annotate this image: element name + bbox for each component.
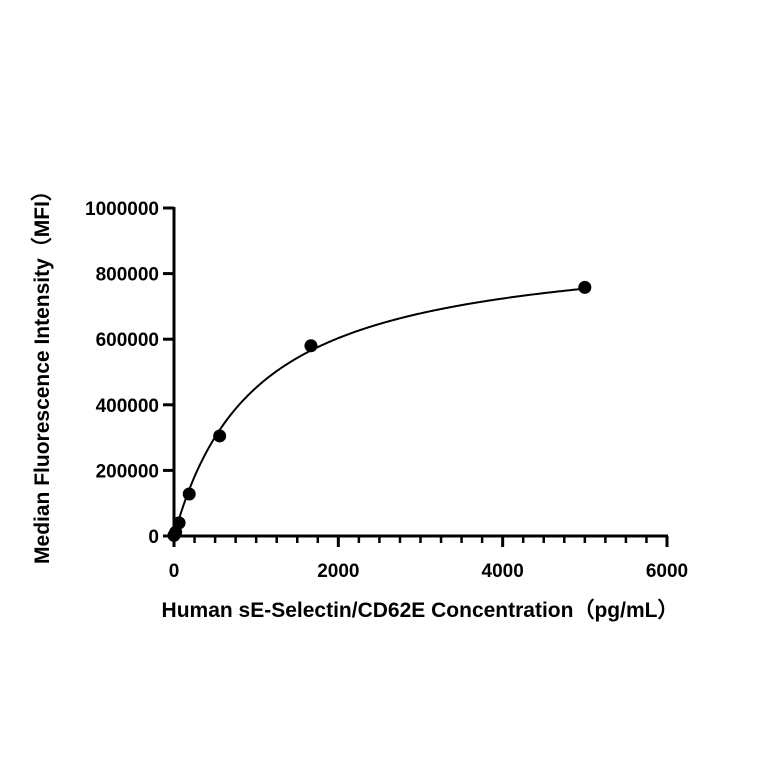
axes bbox=[163, 206, 669, 547]
x-tick-label: 6000 bbox=[646, 561, 688, 582]
y-tick-label: 1000000 bbox=[85, 199, 159, 220]
data-point bbox=[182, 487, 196, 501]
x-tick-labels: 0 2000 4000 6000 bbox=[169, 561, 688, 582]
data-point bbox=[578, 280, 592, 294]
x-tick-label: 2000 bbox=[317, 561, 359, 582]
y-tick-label: 800000 bbox=[96, 265, 159, 286]
x-tick-label: 4000 bbox=[482, 561, 524, 582]
y-tick-label: 600000 bbox=[96, 330, 159, 351]
y-tick-label: 400000 bbox=[96, 396, 159, 417]
y-axis-title-group: Median Fluorescence Intensity（MFI） bbox=[30, 180, 54, 564]
y-tick-label: 200000 bbox=[96, 461, 159, 482]
fitted-curve bbox=[173, 287, 585, 537]
data-point bbox=[172, 516, 186, 530]
y-tick-label: 0 bbox=[148, 527, 159, 548]
data-point bbox=[304, 339, 318, 353]
data-points bbox=[167, 280, 592, 542]
x-tick-label: 0 bbox=[169, 561, 180, 582]
y-axis-title: Median Fluorescence Intensity（MFI） bbox=[30, 180, 54, 564]
data-point bbox=[213, 429, 227, 443]
x-axis-title: Human sE-Selectin/CD62E Concentration（pg… bbox=[162, 598, 679, 622]
y-tick-labels: 0 200000 400000 600000 800000 1000000 bbox=[85, 199, 159, 548]
